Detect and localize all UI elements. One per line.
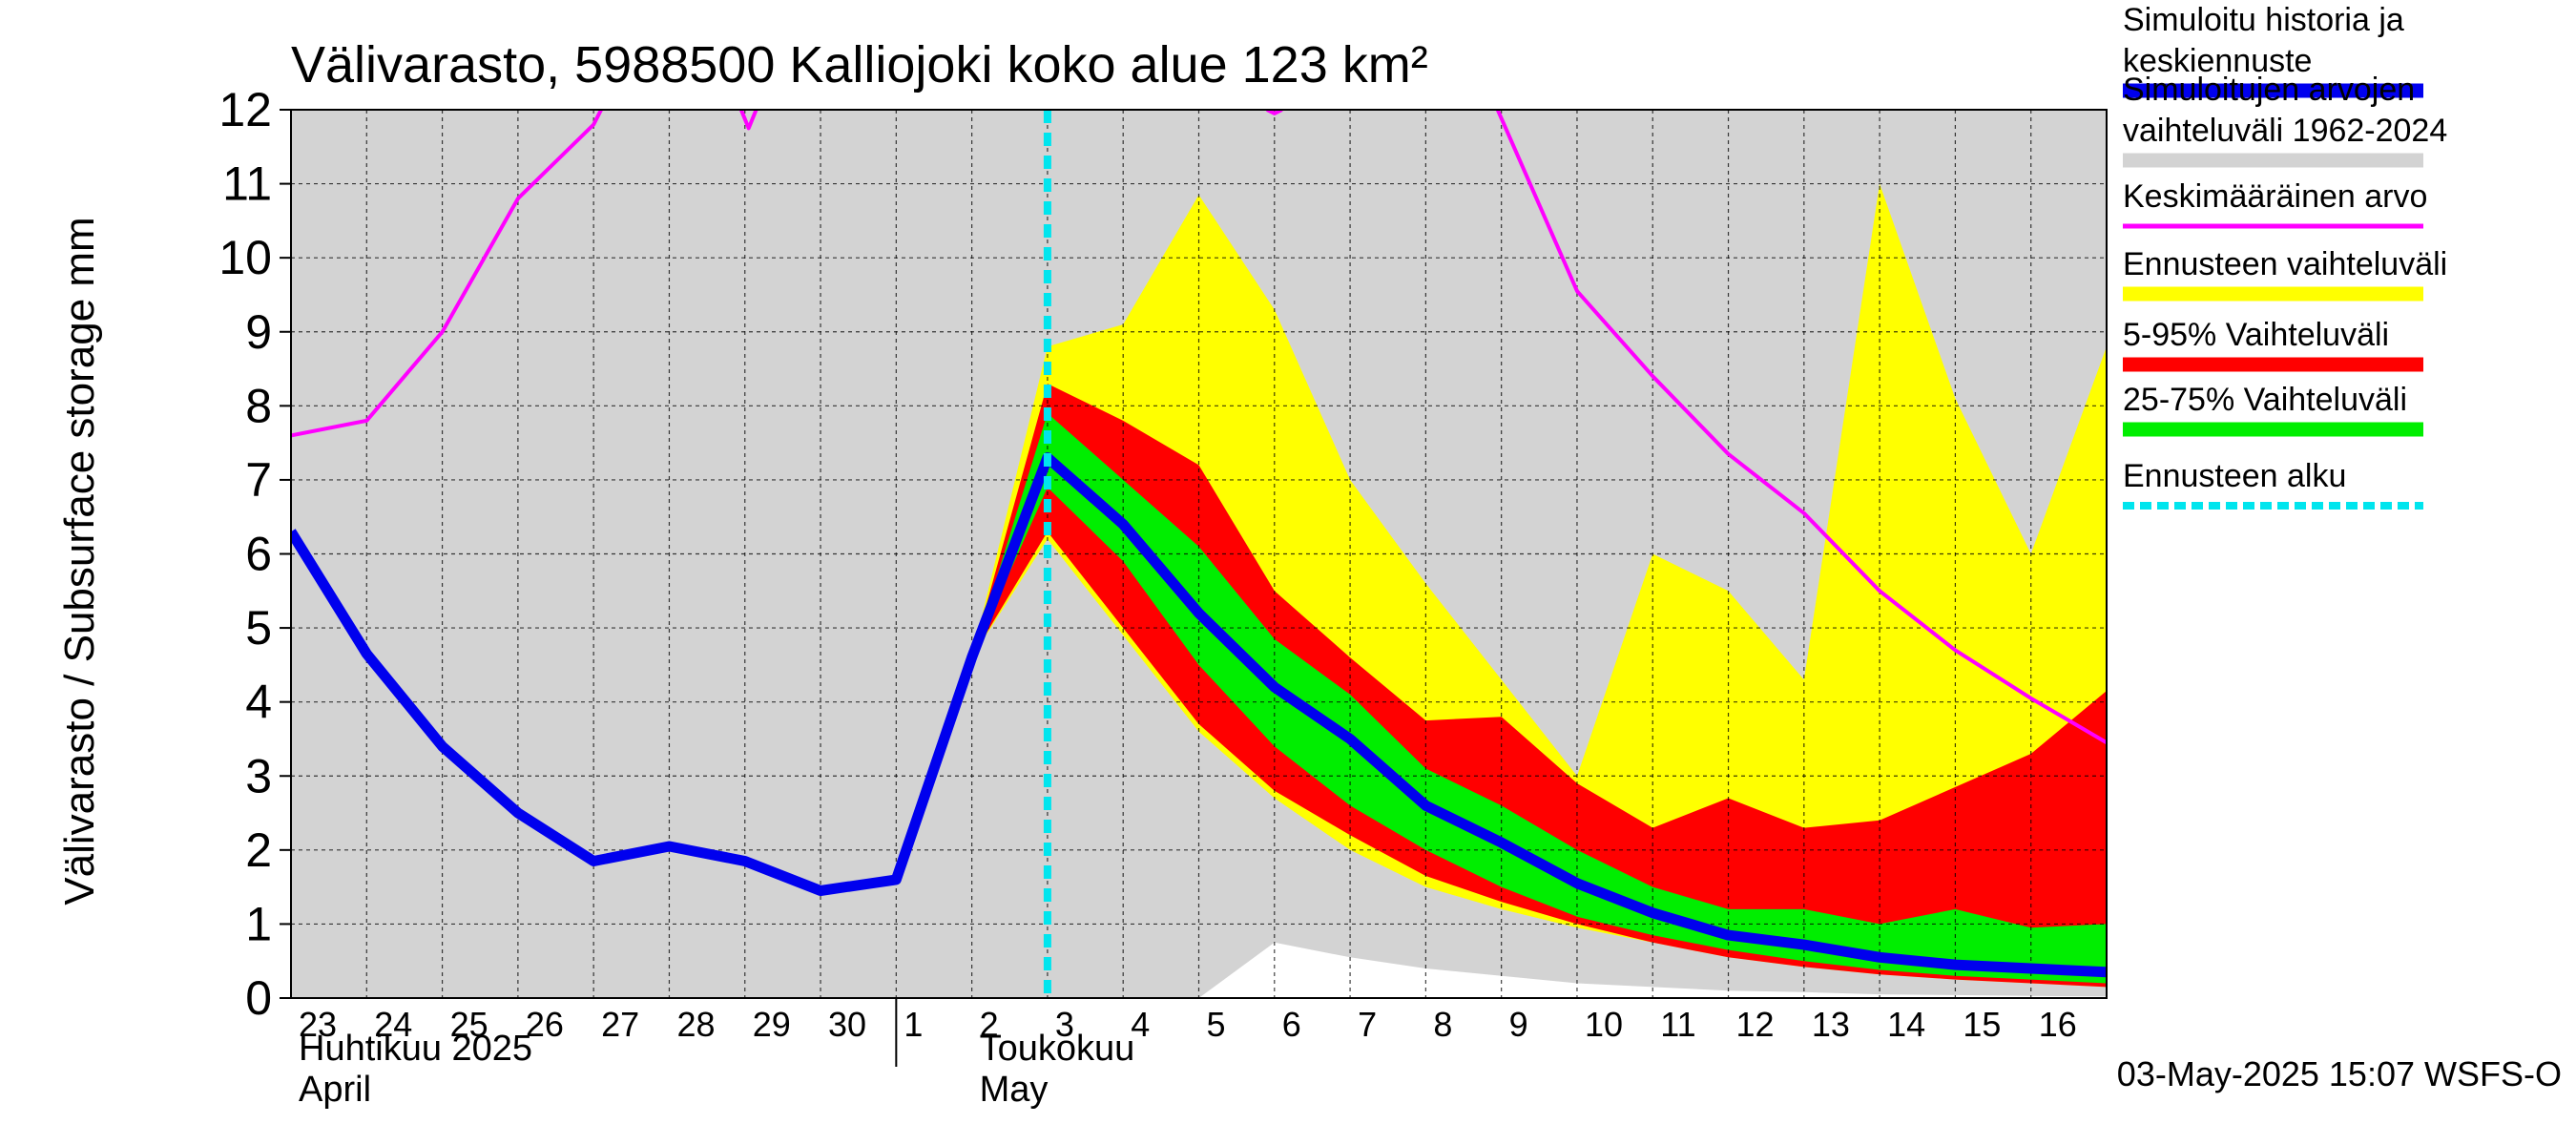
x-tick-label: 3 — [1055, 1005, 1074, 1044]
legend-label: Keskimääräinen arvo — [2123, 178, 2427, 215]
legend: Simuloitu historia ja keskiennusteSimuloi… — [2123, 2, 2447, 510]
x-tick-label: 25 — [450, 1005, 488, 1044]
x-tick-label: 6 — [1282, 1005, 1301, 1044]
x-tick-label: 30 — [828, 1005, 866, 1044]
y-tick-label: 9 — [245, 305, 272, 359]
legend-label: Simuloitujen arvojen — [2123, 72, 2415, 108]
x-tick-label: 2 — [980, 1005, 999, 1044]
y-tick-label: 12 — [218, 83, 272, 136]
month-label-fi: Huhtikuu 2025 — [299, 1029, 532, 1069]
x-tick-label: 27 — [601, 1005, 639, 1044]
x-tick-label: 4 — [1131, 1005, 1150, 1044]
x-tick-label: 15 — [1963, 1005, 2001, 1044]
line-keskim-r-inen-arvo — [291, 110, 603, 438]
y-tick-label: 8 — [245, 379, 272, 432]
legend-label: 5-95% Vaihteluväli — [2123, 317, 2389, 353]
x-tick-label: 28 — [676, 1005, 715, 1044]
line-keskim-r-inen-arvo — [1495, 110, 2107, 745]
month-label-en: May — [980, 1070, 1049, 1110]
grid — [291, 110, 2107, 998]
line-keskim-r-inen-arvo — [1266, 110, 1283, 115]
x-tick-label: 11 — [1660, 1005, 1695, 1044]
plot-area — [291, 110, 2107, 998]
legend-label: vaihteluväli 1962-2024 — [2123, 113, 2447, 149]
x-tick-label: 7 — [1358, 1005, 1377, 1044]
x-tick-label: 14 — [1887, 1005, 1925, 1044]
band-5-95-vaihteluv-li — [971, 384, 2107, 988]
y-tick-label: 6 — [245, 528, 272, 581]
series-group — [291, 110, 2107, 998]
y-tick-label: 3 — [245, 749, 272, 802]
line-simuloitu-historia-ja-keskiennuste — [291, 452, 2107, 978]
legend-label: Ennusteen alku — [2123, 458, 2346, 494]
legend-label: 25-75% Vaihteluväli — [2123, 382, 2407, 418]
band-25-75-vaihteluv-li — [971, 413, 2107, 984]
legend-label: Ennusteen vaihteluväli — [2123, 246, 2447, 282]
x-tick-label: 8 — [1433, 1005, 1452, 1044]
y-tick-label: 7 — [245, 453, 272, 507]
y-tick-label: 11 — [222, 157, 272, 211]
x-tick-label: 26 — [526, 1005, 564, 1044]
band-ennusteen-vaihteluv-li — [971, 183, 2107, 988]
x-tick-label: 29 — [753, 1005, 791, 1044]
y-tick-label: 10 — [218, 231, 272, 284]
x-tick-label: 24 — [374, 1005, 412, 1044]
chart-title: Välivarasto, 5988500 Kalliojoki koko alu… — [291, 36, 1428, 94]
x-tick-label: 10 — [1585, 1005, 1623, 1044]
x-tick-label: 23 — [299, 1005, 337, 1044]
legend-label: Simuloitu historia ja — [2123, 2, 2404, 38]
x-tick-label: 16 — [2039, 1005, 2077, 1044]
x-tick-label: 12 — [1736, 1005, 1775, 1044]
y-axis-label: Välivarasto / Subsurface storage mm — [56, 217, 103, 905]
month-label-fi: Toukokuu — [980, 1029, 1135, 1069]
x-tick-label: 9 — [1509, 1005, 1528, 1044]
line-keskim-r-inen-arvo — [738, 110, 758, 131]
timestamp-footer: 03-May-2025 15:07 WSFS-O — [2117, 1054, 2562, 1093]
y-tick-label: 4 — [245, 676, 272, 729]
y-tick-label: 2 — [245, 823, 272, 877]
y-tick-label: 0 — [245, 971, 272, 1025]
y-tick-label: 1 — [245, 897, 272, 950]
x-tick-label: 13 — [1812, 1005, 1850, 1044]
legend-label: keskiennuste — [2123, 43, 2312, 79]
x-tick-label: 1 — [904, 1005, 923, 1044]
x-tick-label: 5 — [1207, 1005, 1226, 1044]
y-tick-label: 5 — [245, 601, 272, 655]
month-label-en: April — [299, 1070, 371, 1110]
